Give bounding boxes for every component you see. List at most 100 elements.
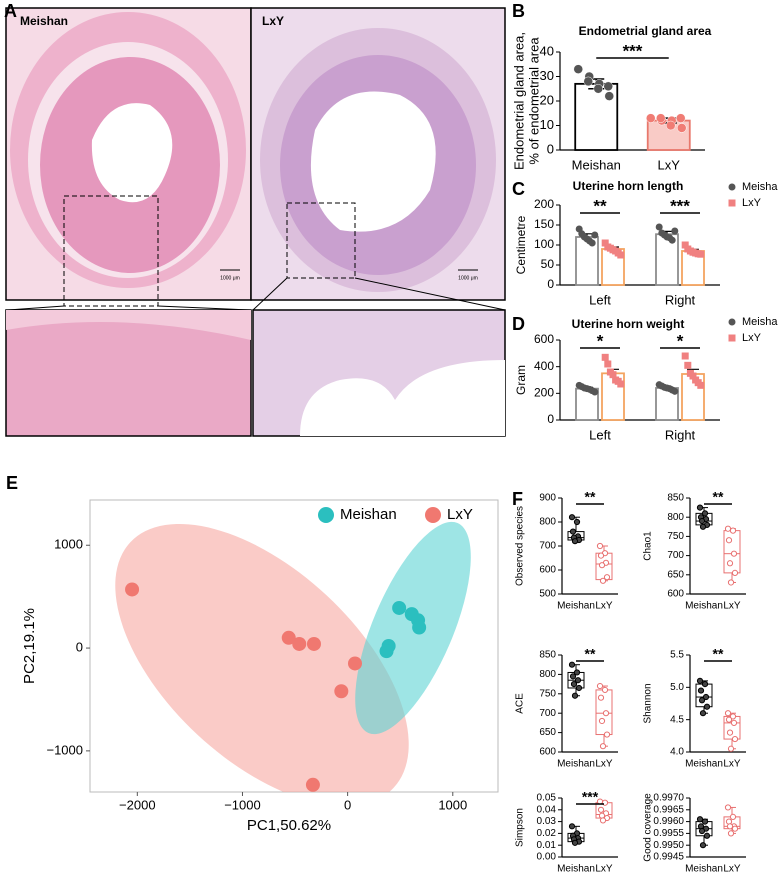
panel-letter: E xyxy=(6,473,18,493)
panel-letter: B xyxy=(512,1,525,21)
data-point xyxy=(379,644,394,659)
data-point xyxy=(729,527,737,534)
histology-panel: A Meishan LxY 1000 μm 1000 μm xyxy=(4,1,506,437)
significance-label: * xyxy=(677,331,684,350)
x-tick-label: LxY xyxy=(723,601,741,612)
y-tick-label: 1000 xyxy=(54,537,83,552)
data-point xyxy=(575,684,583,692)
significance-label: ** xyxy=(713,646,724,662)
y-tick-label: 0 xyxy=(547,141,554,156)
data-point xyxy=(571,692,579,699)
data-point xyxy=(596,682,604,690)
data-point xyxy=(591,388,599,396)
data-point xyxy=(597,694,605,701)
data-point xyxy=(598,562,606,569)
x-tick-label: −1000 xyxy=(224,797,261,812)
y-tick-label: 0.00 xyxy=(537,852,557,863)
data-point xyxy=(699,842,707,849)
y-tick-label: 800 xyxy=(667,512,684,523)
y-tick-label: 100 xyxy=(534,237,554,251)
y-axis-label: Observed species xyxy=(515,506,526,586)
x-tick-label: Meishan xyxy=(685,759,723,770)
data-point xyxy=(729,713,737,720)
x-tick-label: 1000 xyxy=(438,797,467,812)
data-point xyxy=(698,697,706,704)
legend-marker xyxy=(728,199,736,207)
data-point xyxy=(730,719,738,727)
legend-marker xyxy=(728,334,736,342)
y-tick-label: 4.5 xyxy=(670,714,684,725)
data-point xyxy=(598,717,606,725)
data-point xyxy=(646,113,656,123)
y-tick-label: −1000 xyxy=(46,742,83,757)
y-axis-label: Endometrial gland area, xyxy=(511,32,526,170)
data-point xyxy=(699,710,707,717)
y-tick-label: 0 xyxy=(547,277,554,291)
data-point xyxy=(568,823,576,830)
x-tick-label: Right xyxy=(665,427,696,442)
y-tick-label: 600 xyxy=(539,747,556,758)
data-point xyxy=(696,816,704,823)
data-point xyxy=(604,91,614,101)
x-tick-label: Meishan xyxy=(557,759,595,770)
data-point xyxy=(599,577,607,584)
x-tick-label: Meishan xyxy=(557,601,595,612)
y-tick-label: 850 xyxy=(667,493,684,504)
legend-label: Meishan xyxy=(742,316,778,328)
y-tick-label: 4.0 xyxy=(670,747,684,758)
data-point xyxy=(701,510,709,517)
data-point xyxy=(599,743,607,750)
y-tick-label: 5.0 xyxy=(670,682,684,693)
y-tick-label: 0.9960 xyxy=(653,816,684,827)
legend-marker xyxy=(425,507,441,523)
significance-label: ** xyxy=(713,489,724,505)
y-tick-label: 200 xyxy=(534,386,554,400)
data-point xyxy=(656,113,666,123)
data-point xyxy=(655,223,663,231)
legend-label: Meishan xyxy=(742,181,778,193)
y-tick-label: 200 xyxy=(534,197,554,211)
data-point xyxy=(603,81,613,92)
x-tick-label: LxY xyxy=(723,864,741,875)
tissue xyxy=(6,310,251,340)
y-axis-label: ACE xyxy=(515,693,526,714)
x-axis-label: PC1,50.62% xyxy=(247,817,331,834)
y-tick-label: 800 xyxy=(539,517,556,528)
y-tick-label: 0.01 xyxy=(537,840,557,851)
y-tick-label: 750 xyxy=(539,688,556,699)
x-tick-label: Right xyxy=(665,292,696,307)
y-tick-label: 0.02 xyxy=(537,828,557,839)
legend-marker xyxy=(728,183,736,191)
panel-letter: F xyxy=(512,489,523,509)
data-point xyxy=(697,250,705,258)
y-axis-label: Centimetre xyxy=(514,215,528,274)
data-point xyxy=(681,352,689,360)
y-tick-label: 40 xyxy=(540,43,554,58)
y-tick-label: 30 xyxy=(540,68,554,83)
scale-bar-label: 1000 μm xyxy=(458,275,478,281)
x-tick-label: Meishan xyxy=(572,157,621,172)
y-tick-label: 0.9950 xyxy=(653,840,684,851)
data-point xyxy=(601,239,609,247)
y-tick-label: 0.03 xyxy=(537,816,557,827)
data-point xyxy=(617,251,625,259)
y-tick-label: 0.9970 xyxy=(653,793,684,804)
data-point xyxy=(725,537,733,544)
data-point xyxy=(568,661,576,668)
data-point xyxy=(583,76,593,87)
chart-title: Uterine horn length xyxy=(573,179,684,193)
significance-label: ** xyxy=(585,489,596,505)
data-point xyxy=(573,64,583,74)
data-point xyxy=(334,684,349,699)
data-point xyxy=(569,673,577,680)
data-point xyxy=(412,620,427,635)
panel-letter: D xyxy=(512,314,525,334)
data-point xyxy=(701,818,709,825)
data-point xyxy=(593,84,603,94)
data-point xyxy=(601,686,609,694)
significance-label: *** xyxy=(582,789,599,805)
y-tick-label: 5.5 xyxy=(670,650,684,661)
zoom-box xyxy=(286,202,356,279)
zoom-line xyxy=(354,277,506,311)
y-tick-label: 700 xyxy=(539,708,556,719)
